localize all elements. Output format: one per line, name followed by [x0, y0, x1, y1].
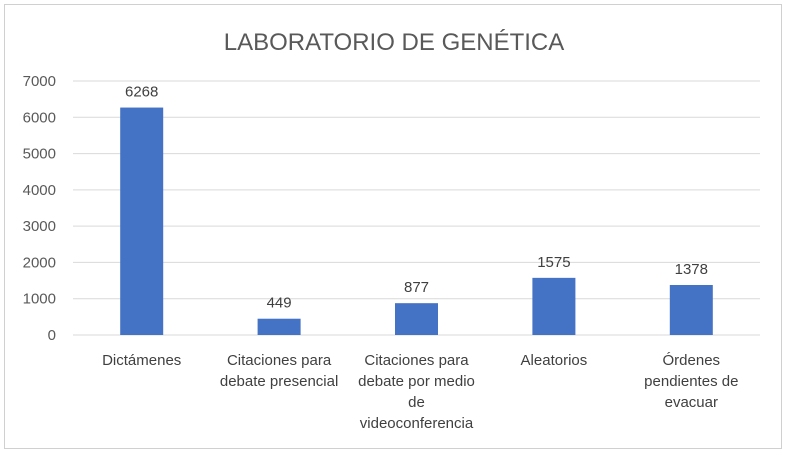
category-label: Dictámenes	[102, 352, 181, 369]
bar	[395, 303, 438, 335]
y-tick-label: 2000	[23, 254, 56, 271]
data-label: 1575	[537, 254, 570, 271]
category-label: Órdenes pendientes de evacuar	[644, 352, 738, 411]
data-label: 6268	[125, 84, 158, 101]
category-label: Aleatorios	[521, 352, 588, 369]
category-label: Citaciones para debate por medio de videoco…	[358, 352, 475, 432]
y-tick-label: 5000	[23, 146, 56, 163]
category-label: Citaciones para debate presencial	[220, 352, 338, 390]
data-label: 449	[267, 295, 292, 312]
bar	[257, 318, 301, 335]
data-label: 1378	[675, 261, 708, 278]
data-label: 877	[404, 279, 429, 296]
chart-title: LABORATORIO DE GENÉTICA	[224, 29, 565, 56]
bar	[669, 284, 713, 335]
y-tick-label: 3000	[23, 218, 56, 235]
bar	[532, 277, 576, 335]
y-tick-label: 4000	[23, 182, 56, 199]
y-tick-label: 1000	[23, 291, 56, 308]
y-tick-label: 6000	[23, 109, 56, 126]
bar	[120, 107, 164, 335]
y-tick-label: 7000	[23, 73, 56, 90]
y-tick-label: 0	[48, 327, 56, 344]
